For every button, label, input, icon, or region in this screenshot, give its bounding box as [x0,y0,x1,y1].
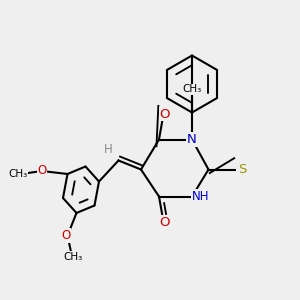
Text: H: H [103,142,112,156]
Text: O: O [61,229,70,242]
Text: NH: NH [192,190,209,203]
Text: O: O [160,107,170,121]
Text: O: O [38,164,46,177]
Text: S: S [238,163,246,176]
Text: CH₃: CH₃ [64,251,83,262]
Text: CH₃: CH₃ [182,84,202,94]
Text: N: N [187,133,197,146]
Text: O: O [160,215,170,229]
Text: CH₃: CH₃ [8,169,28,179]
